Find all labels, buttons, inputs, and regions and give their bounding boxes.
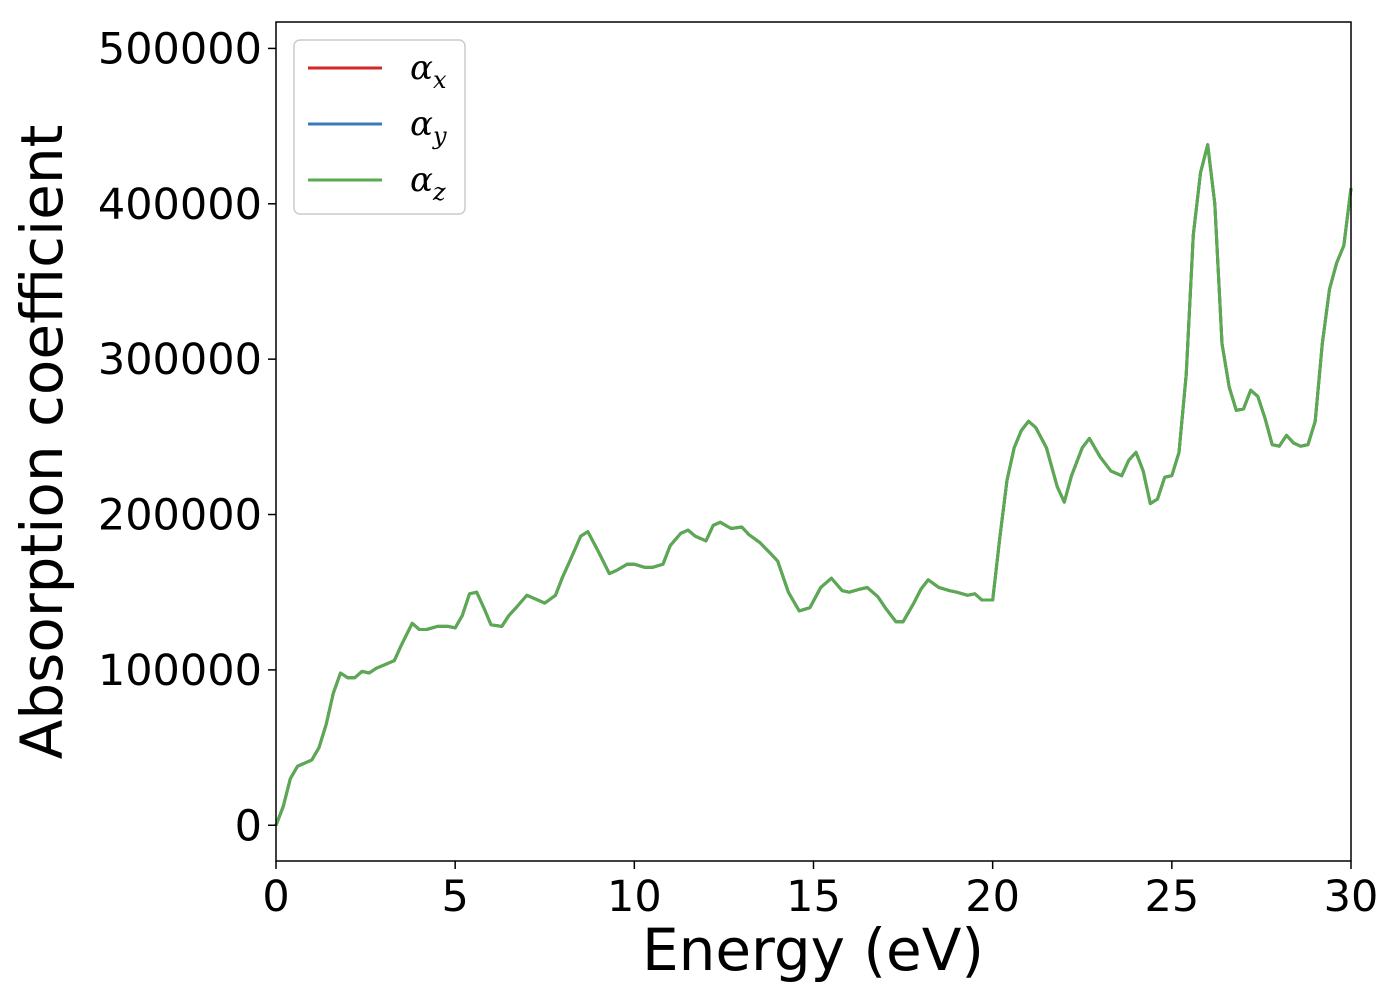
legend-label-z: αz bbox=[410, 160, 446, 206]
y-tick-label: 400000 bbox=[98, 180, 262, 230]
y-axis-label: Absorption coefficient bbox=[8, 125, 76, 760]
y-tick-label: 200000 bbox=[98, 491, 262, 541]
x-tick-label: 25 bbox=[1144, 872, 1199, 922]
y-tick-label: 100000 bbox=[98, 646, 262, 696]
series-line-z bbox=[274, 143, 1353, 826]
x-axis-ticks: 0 5 10 15 20 25 30 bbox=[262, 861, 1378, 922]
x-tick-label: 30 bbox=[1324, 872, 1379, 922]
y-tick-label: 300000 bbox=[98, 335, 262, 385]
x-tick-label: 5 bbox=[441, 872, 468, 922]
y-tick-label: 0 bbox=[235, 801, 262, 851]
y-axis-ticks: 0 100000 200000 300000 400000 500000 bbox=[98, 24, 276, 851]
legend-label-y: αy bbox=[410, 104, 447, 150]
plot-lines bbox=[274, 143, 1353, 826]
x-tick-label: 15 bbox=[786, 872, 841, 922]
legend: αx αy αz bbox=[293, 39, 466, 215]
x-tick-label: 20 bbox=[965, 872, 1020, 922]
x-tick-label: 10 bbox=[607, 872, 662, 922]
legend-box bbox=[293, 39, 466, 215]
y-tick-label: 500000 bbox=[98, 24, 262, 74]
x-axis-label: Energy (eV) bbox=[642, 916, 984, 984]
legend-label-x: αx bbox=[410, 48, 447, 94]
x-tick-label: 0 bbox=[262, 872, 289, 922]
